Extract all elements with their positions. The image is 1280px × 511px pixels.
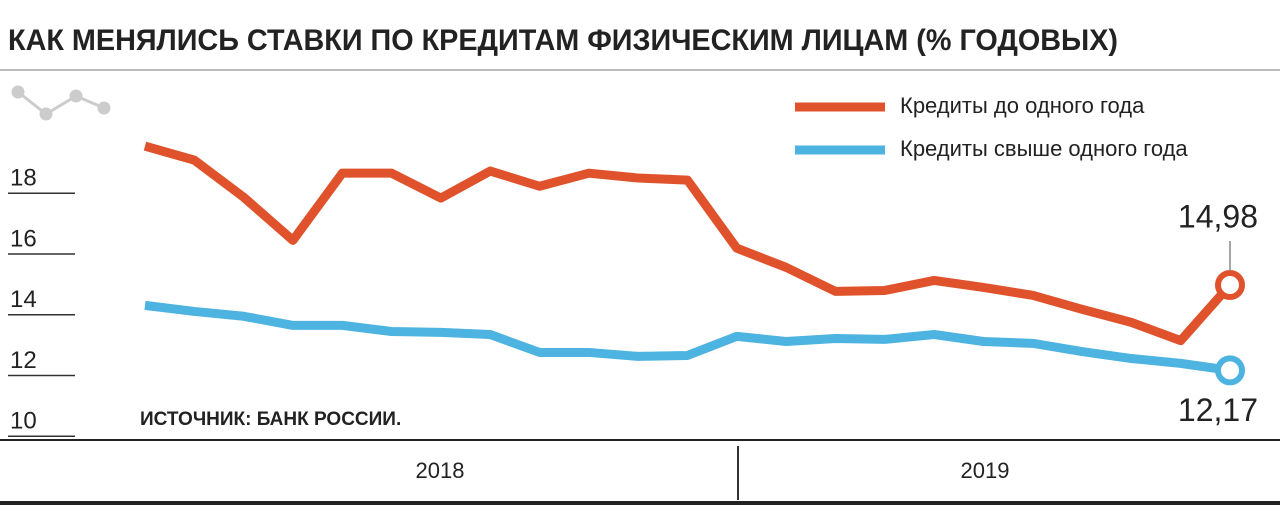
y-tick-label: 10 — [10, 408, 37, 435]
chart-title: КАК МЕНЯЛИСЬ СТАВКИ ПО КРЕДИТАМ ФИЗИЧЕСК… — [8, 24, 1118, 57]
y-tick-label: 18 — [10, 165, 37, 192]
year-label: 2019 — [961, 458, 1010, 483]
value-label: 12,17 — [1178, 392, 1258, 428]
logo-icon — [11, 85, 111, 121]
y-tick-label: 14 — [10, 286, 37, 313]
y-tick-label: 16 — [10, 225, 37, 252]
series-line — [144, 300, 1231, 375]
series-line — [143, 141, 1234, 346]
y-tick-label: 12 — [10, 347, 37, 374]
legend-label: Кредиты свыше одного года — [900, 136, 1188, 161]
source-note: ИСТОЧНИК: БАНК РОССИИ. — [140, 409, 401, 430]
end-marker — [1215, 355, 1245, 386]
value-label: 14,98 — [1178, 198, 1258, 234]
legend-label: Кредиты до одного года — [900, 93, 1145, 118]
end-marker — [1215, 269, 1245, 300]
year-label: 2018 — [416, 458, 465, 483]
